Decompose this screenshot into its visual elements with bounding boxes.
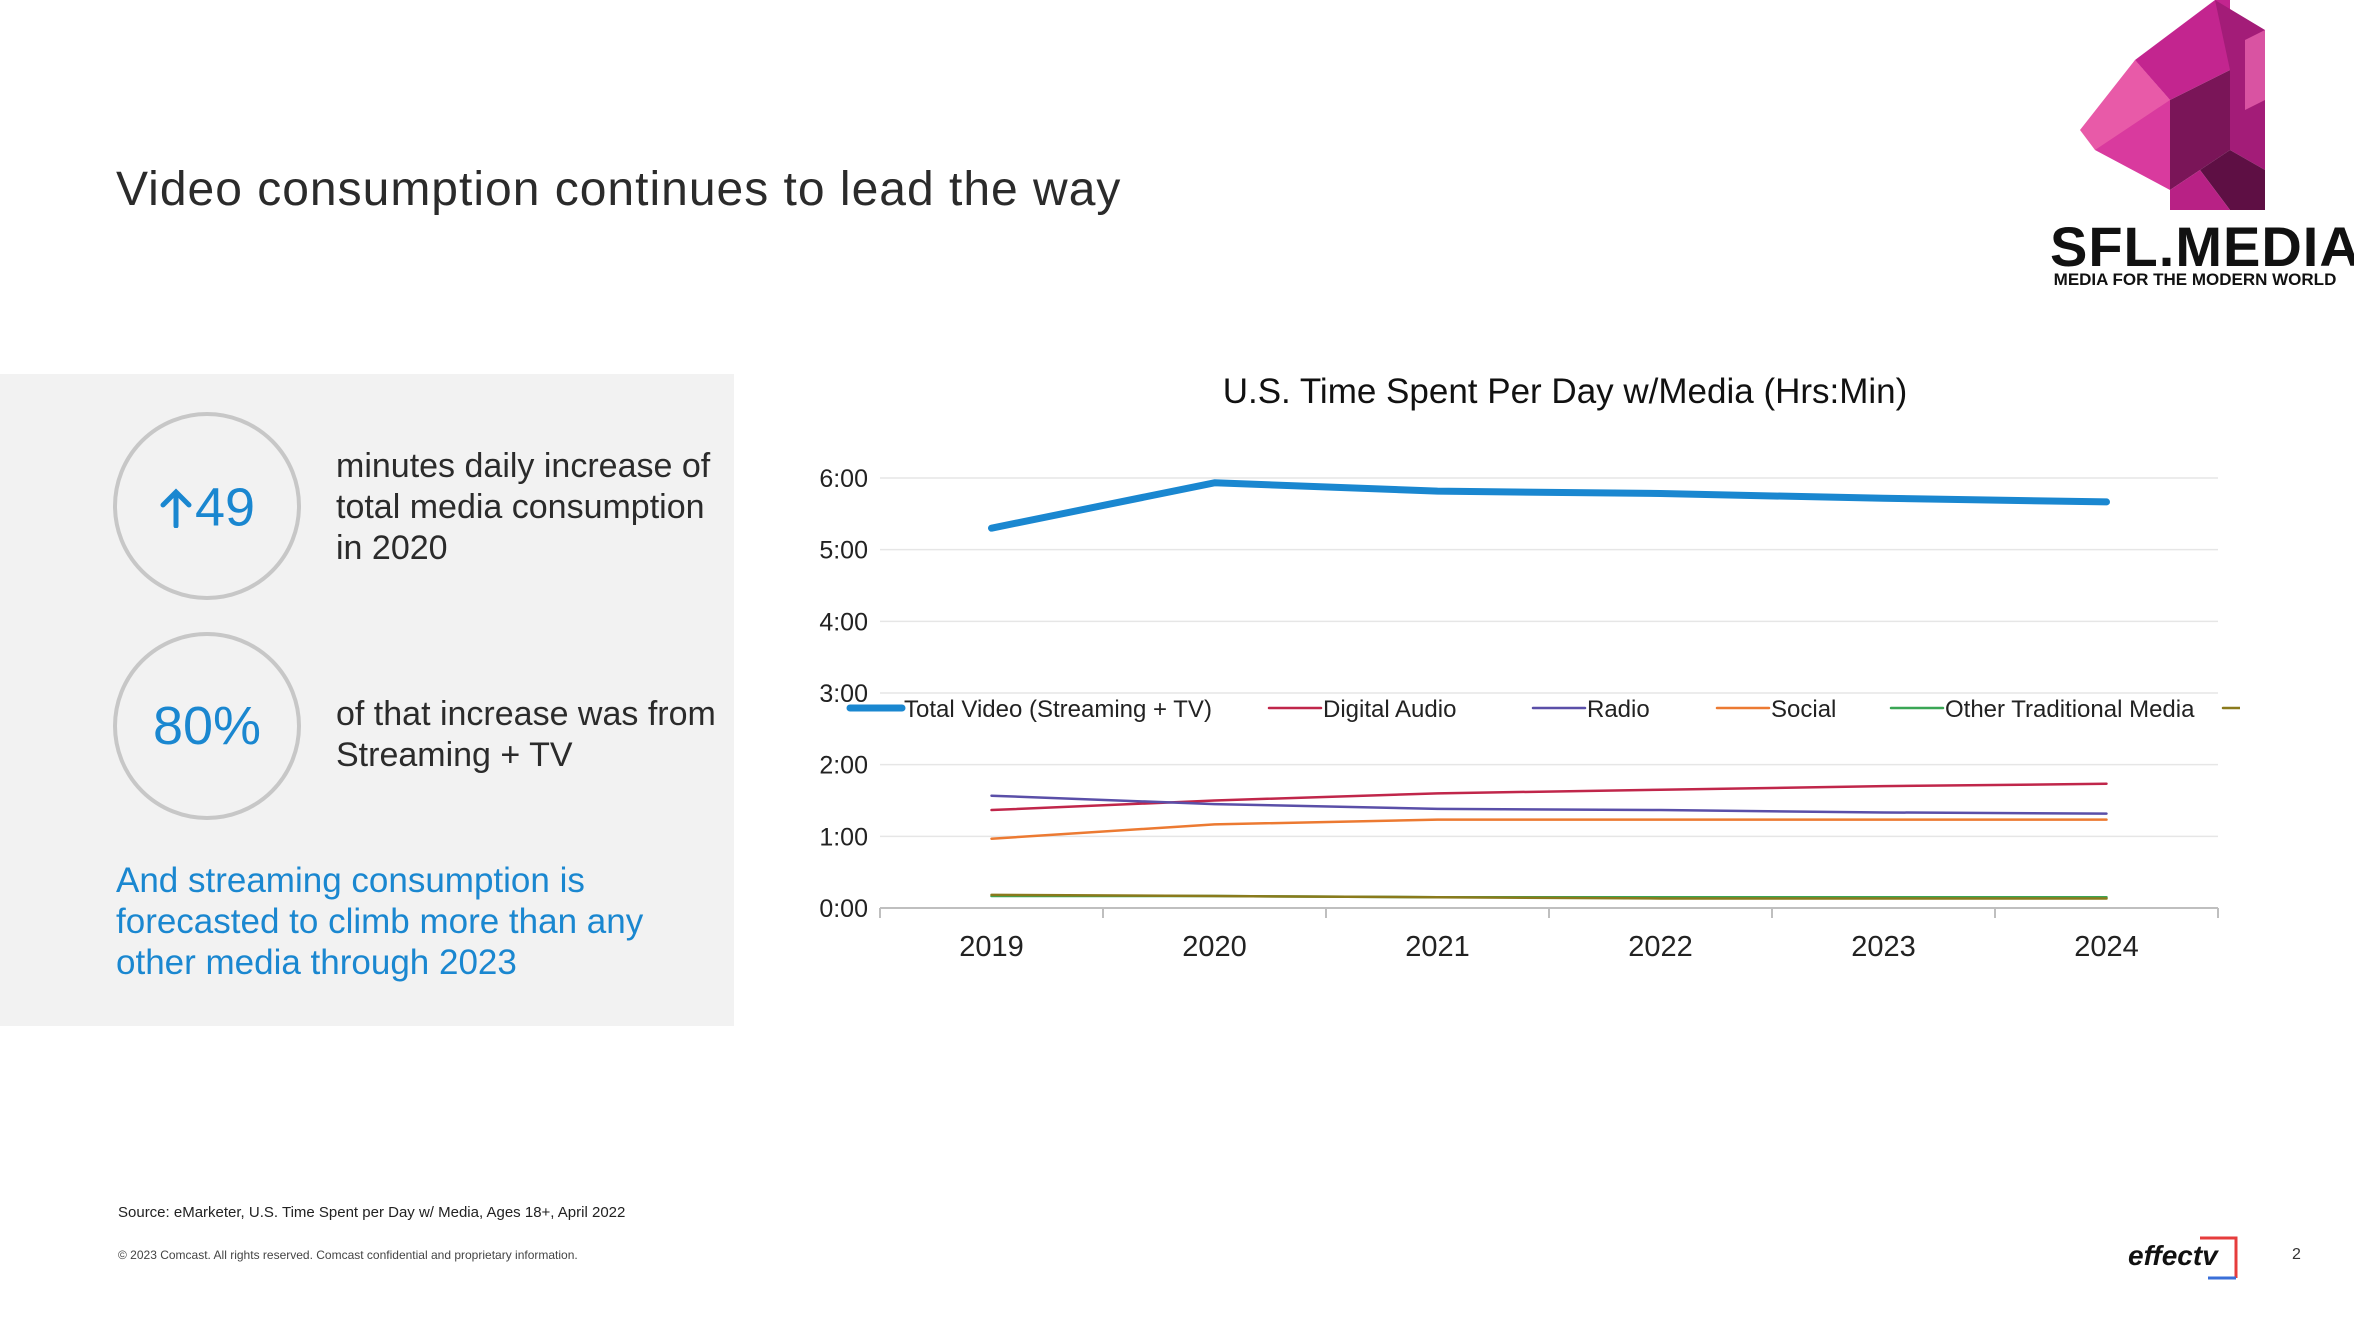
legend-item: Newspaper [2221,706,2240,710]
series-line-total-video-streaming-tv [988,479,2110,532]
y-tick-label: 3:00 [819,680,868,708]
stat-text-percent: of that increase was from Streaming + TV [336,695,716,774]
slide-title: Video consumption continues to lead the … [116,163,1122,216]
y-tick-label: 5:00 [819,537,868,565]
x-tick-label: 2024 [2074,931,2139,963]
legend-item: Digital Audio [1267,696,1456,723]
logo-name: SFL.MEDIA [2050,215,2354,278]
source-note: Source: eMarketer, U.S. Time Spent per D… [118,1204,626,1221]
legend-item: Social [1715,696,1836,723]
sfl-media-logo [2080,0,2265,210]
legend-label: Total Video (Streaming + TV) [904,696,1212,723]
legend-item: Other Traditional Media [1889,696,2195,723]
copyright-note: © 2023 Comcast. All rights reserved. Com… [118,1248,578,1262]
legend-item: Radio [1531,696,1650,723]
legend-label: Radio [1587,696,1650,723]
stat-circle-percent: 80% [113,632,301,820]
stat-value-percent: 80% [152,696,262,756]
effectv-logo-frame [2200,1236,2238,1280]
y-tick-label: 6:00 [819,465,868,493]
y-tick-label: 2:00 [819,752,868,780]
stat-text-minutes: minutes daily increase of total media co… [336,447,711,567]
x-tick-label: 2019 [959,931,1024,963]
legend-item: Total Video (Streaming + TV) [846,696,1212,723]
page-number: 2 [2292,1246,2301,1263]
y-tick-label: 0:00 [819,895,868,923]
x-tick-label: 2022 [1628,931,1693,963]
legend-label: Other Traditional Media [1945,696,2195,723]
stat-circle-minutes: 49 [113,412,301,600]
up-arrow-icon [160,488,192,529]
x-tick-label: 2020 [1182,931,1247,963]
x-tick-label: 2023 [1851,931,1916,963]
series-line-digital-audio [990,782,2108,812]
legend-label: Social [1771,696,1836,723]
series-line-newspaper [990,893,2108,900]
series-line-social [990,818,2108,840]
y-tick-label: 4:00 [819,608,868,636]
legend-label: Digital Audio [1323,696,1456,723]
logo-tagline: MEDIA FOR THE MODERN WORLD [2053,270,2337,289]
stat-value-minutes: 49 [194,477,256,538]
y-tick-label: 1:00 [819,823,868,851]
x-tick-label: 2021 [1405,931,1470,963]
chart-title: U.S. Time Spent Per Day w/Media (Hrs:Min… [1223,372,1908,411]
forecast-text: And streaming consumption is forecasted … [116,861,644,982]
series-line-radio [990,794,2108,815]
effectv-brand: effectv [2128,1240,2218,1271]
time-spent-chart: U.S. Time Spent Per Day w/Media (Hrs:Min… [819,372,2240,963]
